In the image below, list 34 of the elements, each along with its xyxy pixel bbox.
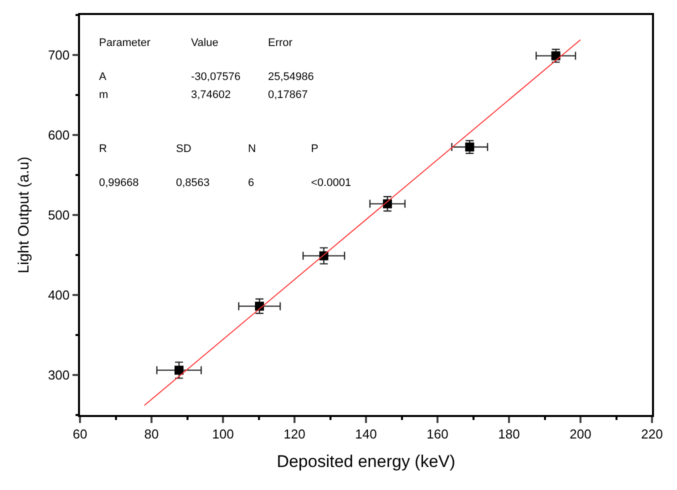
x-tick-label: 220	[641, 426, 663, 442]
x-tick-label: 60	[72, 426, 88, 442]
x-tick-label: 120	[284, 426, 306, 442]
y-tick-label: 500	[48, 208, 70, 223]
x-tick-label: 180	[498, 426, 520, 442]
annotation: A	[99, 71, 107, 83]
point	[174, 366, 184, 375]
annotation: m	[99, 89, 108, 101]
x-tick-label: 200	[570, 426, 592, 442]
annotation: R	[99, 143, 107, 155]
x-tick-label: 100	[212, 426, 234, 442]
y-tick-label: 400	[48, 288, 70, 303]
y-tick-label: 600	[48, 128, 70, 143]
annotation: 25,54986	[268, 71, 314, 83]
annotation: 0,99668	[99, 177, 139, 189]
annotation: 0,8563	[176, 177, 210, 189]
x-tick-label: 80	[144, 426, 159, 442]
y-tick-label: 300	[48, 368, 70, 383]
annotation: P	[311, 143, 318, 155]
y-axis-title: Light Output (a.u)	[16, 156, 33, 274]
annotation: Parameter	[99, 37, 151, 49]
annotation: -30,07576	[191, 71, 241, 83]
annotation: N	[248, 143, 256, 155]
annotation: <0.0001	[311, 177, 352, 189]
annotation: 0,17867	[268, 89, 308, 101]
annotation: 3,74602	[191, 89, 231, 101]
annotation: 6	[248, 177, 254, 189]
annotation: Error	[268, 37, 293, 49]
x-axis-title: Deposited energy (keV)	[276, 452, 456, 472]
annotation: SD	[176, 143, 192, 155]
annotation: Value	[191, 37, 218, 49]
y-tick-label: 700	[48, 48, 70, 63]
x-tick-label: 140	[355, 426, 377, 442]
x-tick-label: 160	[426, 426, 448, 442]
